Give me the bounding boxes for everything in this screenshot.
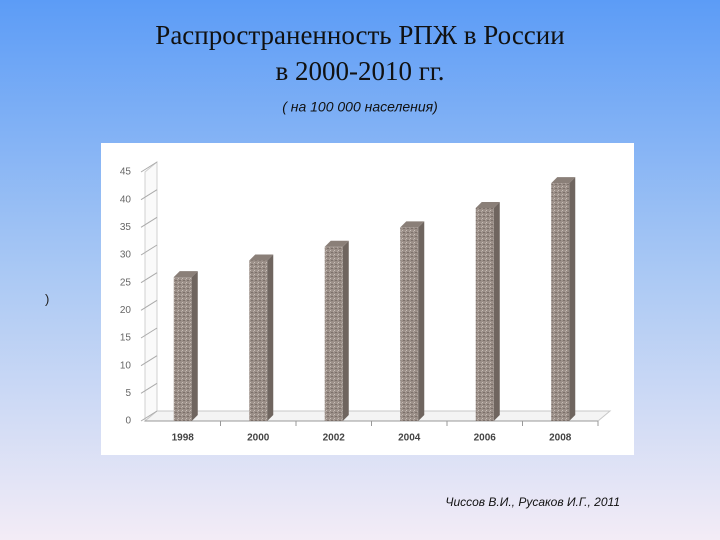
- tick-mark: [140, 410, 158, 422]
- bar-side: [342, 240, 349, 421]
- source: Чиссов В.И., Русаков И.Г., 2011: [445, 495, 620, 509]
- y-tick-label: 40: [120, 194, 132, 205]
- plot: 0 5 10 15 20 25 30 35 40 45 1998 2000 2002 2004 2006 20…: [120, 160, 612, 444]
- x-tick-label: 2002: [323, 433, 346, 444]
- y-tick-label: 35: [120, 222, 132, 233]
- tick-mark: [140, 161, 158, 173]
- x-tick-label: 2006: [474, 433, 497, 444]
- tick-mark: [140, 244, 158, 256]
- bar-texture: [475, 207, 494, 421]
- x-tick-label: 2004: [398, 433, 421, 444]
- x-tick-label: 2008: [549, 433, 572, 444]
- bar-texture: [551, 183, 570, 421]
- tick-mark: [140, 272, 158, 284]
- y-tick-label: 30: [120, 250, 132, 261]
- bar: [173, 271, 198, 421]
- bar-side: [569, 177, 576, 421]
- bar-texture: [173, 277, 192, 421]
- tick-mark: [140, 216, 158, 228]
- bar-top: [400, 221, 425, 228]
- bar-side: [267, 254, 274, 421]
- subtitle: ( на 100 000 населения): [282, 99, 438, 115]
- bar-top: [249, 254, 274, 261]
- bar: [249, 254, 274, 421]
- side-mark: ): [45, 291, 49, 306]
- bar-side: [493, 201, 500, 421]
- tick-mark: [140, 327, 158, 339]
- tick-mark: [140, 382, 158, 394]
- floor: [143, 410, 612, 422]
- tick-mark: [140, 355, 158, 367]
- bar-texture: [324, 246, 343, 421]
- y-tick-label: 5: [125, 388, 131, 399]
- title-line: в 2000-2010 гг.: [275, 56, 444, 86]
- bar-top: [551, 177, 576, 184]
- bar-texture: [249, 260, 268, 421]
- bar: [551, 177, 576, 421]
- bar-top: [475, 201, 500, 208]
- back-wall: [144, 160, 158, 423]
- bar: [475, 201, 500, 421]
- bar-side: [191, 271, 198, 421]
- y-tick-label: 10: [120, 360, 132, 371]
- x-tick-label: 2000: [247, 433, 270, 444]
- bar: [400, 221, 425, 421]
- y-tick-label: 25: [120, 277, 132, 288]
- y-tick-label: 0: [125, 416, 131, 427]
- tick-mark: [140, 189, 158, 201]
- tick-mark: [140, 299, 158, 311]
- title-line: Распространенность РПЖ в России: [155, 20, 564, 50]
- y-tick-label: 20: [120, 305, 132, 316]
- y-tick-label: 15: [120, 333, 132, 344]
- bar-side: [418, 221, 425, 421]
- bar-texture: [400, 227, 419, 421]
- bar-top: [173, 271, 198, 278]
- bar: [324, 240, 349, 421]
- y-tick-label: 45: [120, 167, 132, 178]
- x-tick-label: 1998: [172, 433, 195, 444]
- bar-top: [324, 240, 349, 247]
